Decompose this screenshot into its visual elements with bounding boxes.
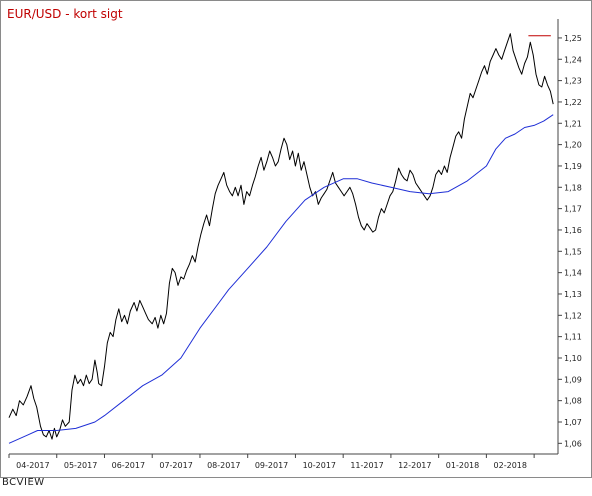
y-tick-label: 1,24	[564, 55, 582, 64]
x-tick-label: 11-2017	[350, 461, 383, 470]
y-tick-label: 1,07	[564, 418, 582, 427]
y-tick-label: 1,25	[564, 34, 582, 43]
x-tick-label: 10-2017	[303, 461, 336, 470]
y-tick-label: 1,23	[564, 77, 582, 86]
y-tick-label: 1,18	[564, 183, 582, 192]
y-tick-label: 1,21	[564, 119, 582, 128]
y-tick-label: 1,11	[564, 333, 582, 342]
y-tick-label: 1,13	[564, 290, 582, 299]
y-tick-label: 1,22	[564, 98, 582, 107]
y-tick-label: 1,09	[564, 375, 582, 384]
y-tick-label: 1,20	[564, 141, 582, 150]
chart-title: EUR/USD - kort sigt	[7, 7, 123, 21]
y-tick-label: 1,12	[564, 311, 582, 320]
y-tick-label: 1,14	[564, 269, 582, 278]
x-tick-label: 08-2017	[207, 461, 240, 470]
footer-brand: BCVIEW	[2, 477, 45, 488]
x-tick-label: 02-2018	[494, 461, 527, 470]
series-line-moving-average	[8, 114, 554, 444]
x-tick-label: 04-2017	[16, 461, 49, 470]
y-tick-label: 1,16	[564, 226, 582, 235]
y-tick-label: 1,08	[564, 397, 582, 406]
chart-frame: 1,06 1,07 1,08 1,09 1,10 1,11 1,12 1,13 1,14 1,15…	[0, 0, 592, 478]
x-tick-label: 05-2017	[64, 461, 97, 470]
y-tick-label: 1,10	[564, 354, 582, 363]
x-tick-label: 09-2017	[255, 461, 288, 470]
y-tick-label: 1,19	[564, 162, 582, 171]
series-line-price	[8, 33, 554, 440]
x-tick-label: 07-2017	[159, 461, 192, 470]
y-tick-label: 1,15	[564, 247, 582, 256]
x-tick-label: 12-2017	[398, 461, 431, 470]
y-tick-label: 1,06	[564, 439, 582, 448]
y-tick-label: 1,17	[564, 205, 582, 214]
x-tick-label: 01-2018	[446, 461, 479, 470]
x-tick-label: 06-2017	[112, 461, 145, 470]
chart-canvas: 1,06 1,07 1,08 1,09 1,10 1,11 1,12 1,13 1,14 1,15…	[8, 19, 582, 470]
